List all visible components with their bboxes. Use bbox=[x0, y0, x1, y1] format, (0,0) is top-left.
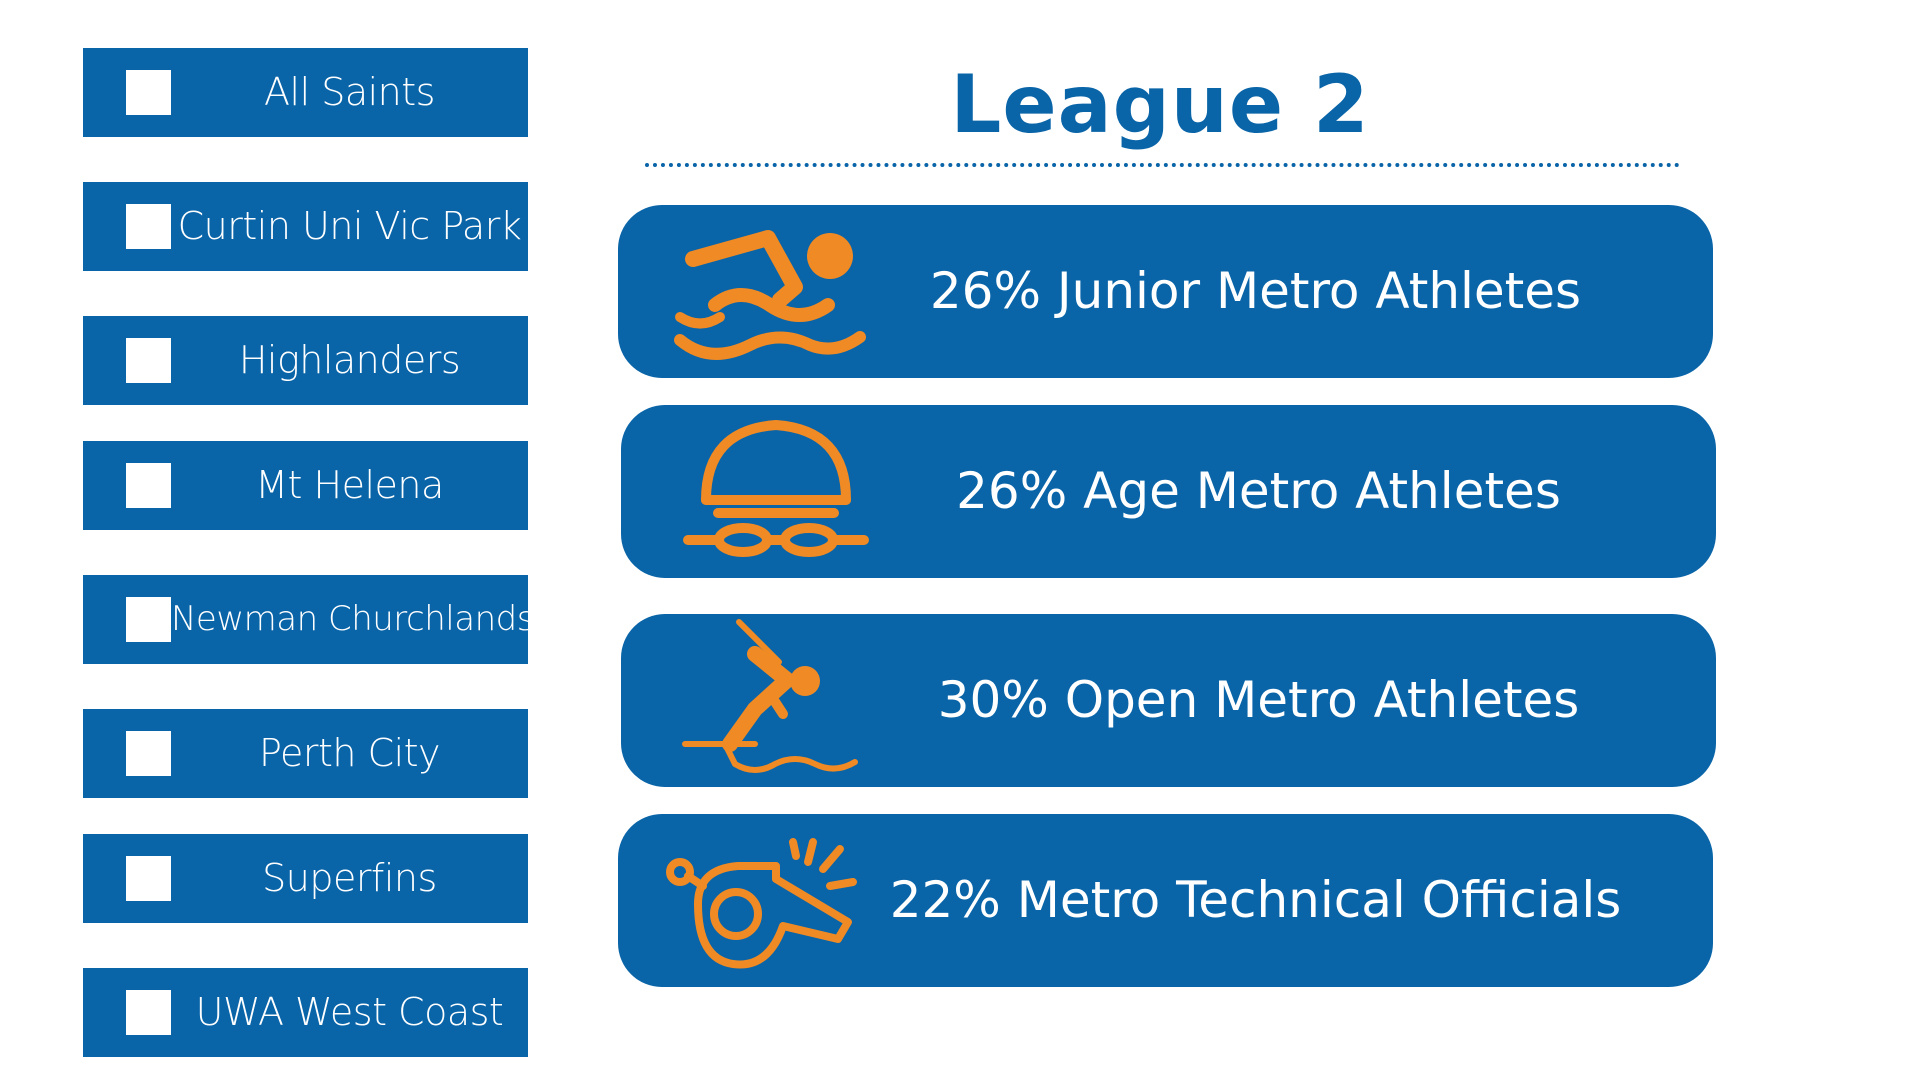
club-checkbox[interactable] bbox=[126, 204, 171, 249]
club-checkbox[interactable] bbox=[126, 731, 171, 776]
page-title: League 2 bbox=[950, 58, 1370, 151]
club-item-curtin-uni-vic-park[interactable]: Curtin Uni Vic Park bbox=[83, 182, 528, 271]
club-item-newman-churchlands[interactable]: Newman Churchlands bbox=[83, 575, 534, 664]
stat-label: 26% Junior Metro Athletes bbox=[929, 262, 1582, 320]
club-checkbox[interactable] bbox=[126, 463, 171, 508]
club-item-highlanders[interactable]: Highlanders bbox=[83, 316, 528, 405]
club-checkbox[interactable] bbox=[126, 597, 171, 642]
stat-metro-technical-officials: 22% Metro Technical Officials bbox=[618, 814, 1713, 987]
club-item-superfins[interactable]: Superfins bbox=[83, 834, 528, 923]
club-name: Perth City bbox=[258, 731, 441, 775]
stat-label: 26% Age Metro Athletes bbox=[956, 462, 1561, 520]
club-name: Superfins bbox=[262, 856, 437, 900]
club-item-all-saints[interactable]: All Saints bbox=[83, 48, 528, 137]
club-checkbox[interactable] bbox=[126, 70, 171, 115]
swim-cap-goggles-icon bbox=[683, 420, 869, 557]
stat-label: 30% Open Metro Athletes bbox=[937, 671, 1580, 729]
club-name: Highlanders bbox=[238, 338, 461, 382]
stat-junior-metro-athletes: 26% Junior Metro Athletes bbox=[618, 205, 1713, 378]
title-divider bbox=[645, 163, 1680, 167]
club-name: Curtin Uni Vic Park bbox=[177, 204, 522, 248]
swimmer-icon bbox=[674, 230, 866, 360]
club-item-mt-helena[interactable]: Mt Helena bbox=[83, 441, 528, 530]
club-item-perth-city[interactable]: Perth City bbox=[83, 709, 528, 798]
club-name: Newman Churchlands bbox=[171, 599, 534, 639]
diver-icon bbox=[682, 619, 858, 773]
club-checkbox[interactable] bbox=[126, 338, 171, 383]
stat-label: 22% Metro Technical Officials bbox=[889, 871, 1622, 929]
club-name: All Saints bbox=[264, 70, 435, 114]
stat-open-metro-athletes: 30% Open Metro Athletes bbox=[621, 614, 1716, 787]
club-item-uwa-west-coast[interactable]: UWA West Coast bbox=[83, 968, 528, 1057]
club-name: UWA West Coast bbox=[195, 990, 504, 1034]
whistle-icon bbox=[666, 838, 857, 969]
club-name: Mt Helena bbox=[255, 463, 444, 507]
stat-age-metro-athletes: 26% Age Metro Athletes bbox=[621, 405, 1716, 578]
club-checkbox[interactable] bbox=[126, 856, 171, 901]
club-checkbox[interactable] bbox=[126, 990, 171, 1035]
